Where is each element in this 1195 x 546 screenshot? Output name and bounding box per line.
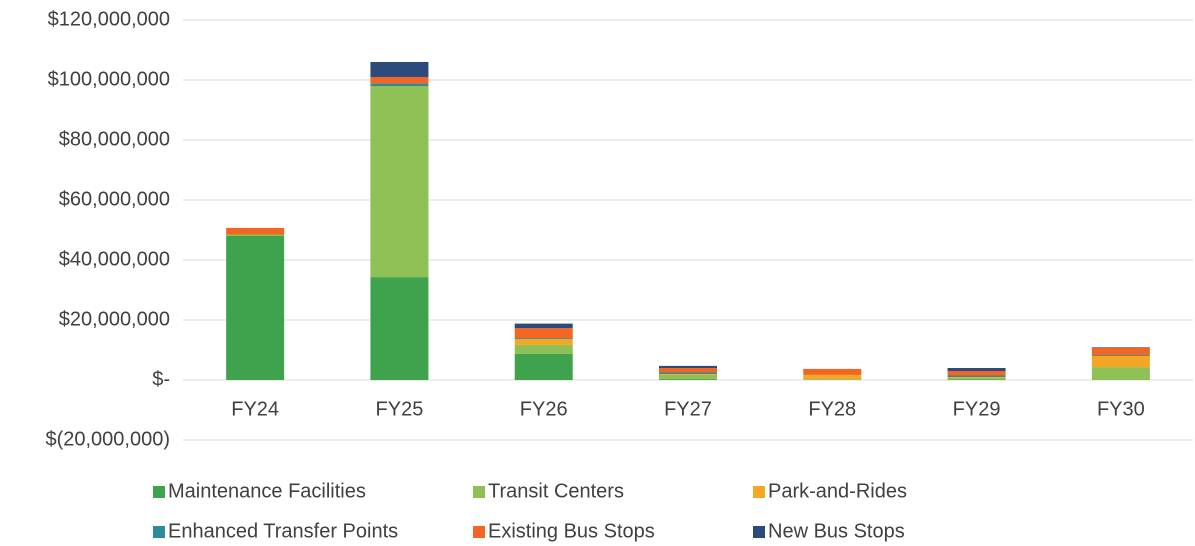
- bar-segment: [947, 371, 1006, 376]
- bar-segment: [370, 77, 429, 84]
- x-tick-label: FY30: [1097, 398, 1145, 420]
- legend-label: Existing Bus Stops: [488, 520, 655, 542]
- bar-segment: [659, 374, 717, 380]
- x-tick-label: FY26: [520, 398, 568, 420]
- legend-swatch: [753, 526, 765, 538]
- bar-segment: [370, 86, 429, 278]
- bar-segment: [947, 375, 1006, 377]
- bar-segment: [514, 344, 573, 354]
- bar-segment: [1091, 356, 1150, 368]
- bar-segment: [514, 323, 573, 329]
- x-tick-label: FY28: [808, 398, 856, 420]
- bar-segment: [803, 368, 862, 375]
- y-tick-label: $40,000,000: [59, 248, 170, 270]
- y-tick-label: $80,000,000: [59, 128, 170, 150]
- bar-segment: [226, 236, 285, 380]
- bar-segment: [947, 377, 1006, 380]
- y-tick-label: $120,000,000: [48, 8, 170, 30]
- bar-segment: [803, 374, 862, 380]
- bar-segment: [370, 62, 429, 77]
- x-tick-label: FY29: [953, 398, 1001, 420]
- y-tick-label: $-: [152, 368, 170, 390]
- x-tick-label: FY25: [376, 398, 424, 420]
- bar-segment: [947, 368, 1006, 371]
- bar-segment: [659, 379, 717, 380]
- bar-segment: [514, 353, 573, 380]
- bar-segment: [1091, 347, 1150, 348]
- legend-swatch: [473, 486, 485, 498]
- bar-segment: [947, 379, 1006, 380]
- bar-segment: [226, 234, 285, 236]
- legend-swatch: [473, 526, 485, 538]
- legend-label: Maintenance Facilities: [168, 480, 366, 502]
- bar-segment: [659, 372, 717, 374]
- bar-segment: [514, 338, 573, 339]
- x-tick-label: FY27: [664, 398, 712, 420]
- bar-segment: [1091, 355, 1150, 356]
- bar-segment: [514, 328, 573, 338]
- legend-label: New Bus Stops: [768, 520, 905, 542]
- bar-segment: [1091, 367, 1150, 380]
- y-tick-label: $60,000,000: [59, 188, 170, 210]
- bar-segment: [947, 377, 1006, 378]
- bar-segment: [514, 338, 573, 345]
- bar-segment: [803, 379, 862, 380]
- bar-segment: [1091, 347, 1150, 356]
- y-tick-label: $(20,000,000): [45, 428, 170, 450]
- bar-segment: [370, 277, 429, 380]
- legend-swatch: [153, 526, 165, 538]
- bar-segment: [659, 365, 717, 368]
- legend-swatch: [753, 486, 765, 498]
- bar-segment: [659, 374, 717, 375]
- y-tick-label: $20,000,000: [59, 308, 170, 330]
- bar-segment: [226, 227, 285, 235]
- legend-swatch: [153, 486, 165, 498]
- legend-label: Enhanced Transfer Points: [168, 520, 398, 542]
- bar-segment: [659, 368, 717, 373]
- legend-label: Park-and-Rides: [768, 480, 907, 502]
- legend-label: Transit Centers: [488, 480, 624, 502]
- x-tick-label: FY24: [231, 398, 279, 420]
- y-tick-label: $100,000,000: [48, 68, 170, 90]
- bar-segment: [370, 83, 429, 86]
